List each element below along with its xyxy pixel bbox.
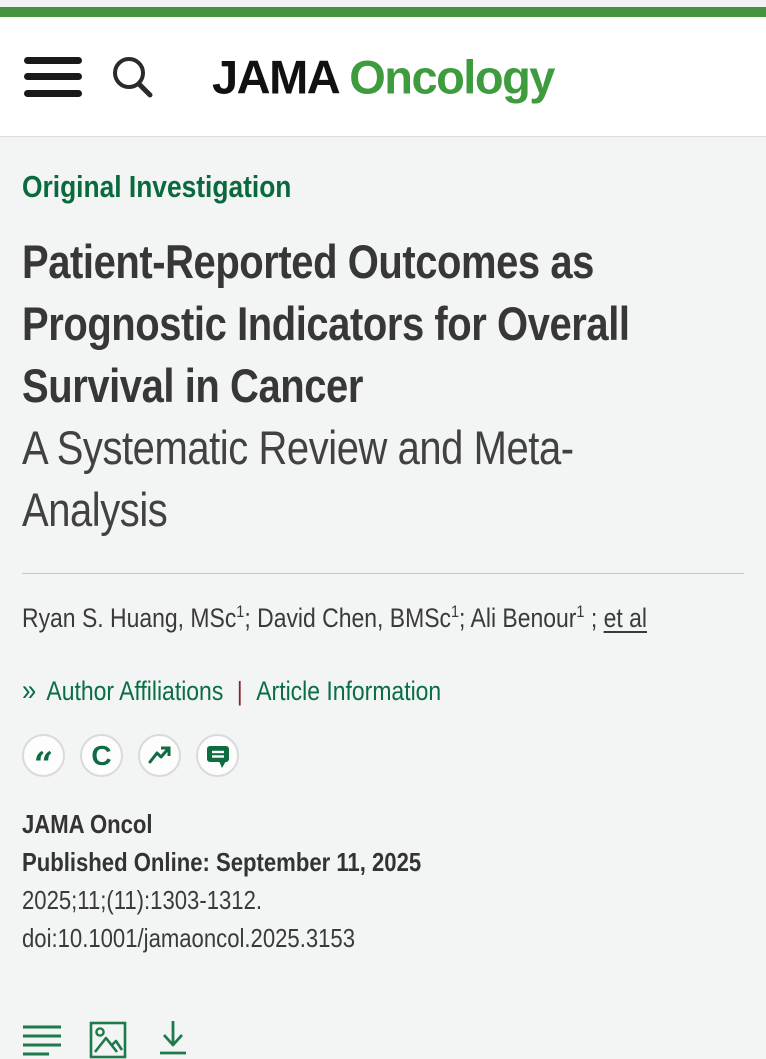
trending-arrow-icon xyxy=(148,746,170,763)
double-chevron-icon: » xyxy=(22,674,37,707)
figures-button[interactable] xyxy=(89,1021,127,1059)
et-al-link[interactable]: et al xyxy=(603,603,648,633)
article-view-toolbar xyxy=(22,1019,744,1059)
divider xyxy=(22,573,744,574)
site-header: JAMA Oncology xyxy=(0,17,766,137)
journal-logo-primary: JAMA xyxy=(212,50,341,103)
article-subtitle-line: A Systematic Review and Meta- xyxy=(22,421,574,474)
quote-button[interactable]: “ xyxy=(22,734,65,782)
hamburger-icon xyxy=(24,56,82,64)
article-tools-row: “ C xyxy=(22,734,744,782)
download-button[interactable] xyxy=(154,1019,192,1059)
comment-icon xyxy=(206,745,229,768)
hamburger-icon xyxy=(24,73,82,80)
search-button[interactable] xyxy=(108,53,156,101)
hamburger-icon xyxy=(24,89,82,97)
article-title-line: Survival in Cancer xyxy=(22,359,363,412)
journal-abbreviation: JAMA Oncol xyxy=(22,809,153,839)
article-links-row: » Author Affiliations | Article Informat… xyxy=(22,674,636,708)
comments-button[interactable] xyxy=(196,734,239,777)
altmetric-button[interactable] xyxy=(138,734,181,777)
links-pipe-separator: | xyxy=(236,675,243,706)
citation-block: JAMA Oncol Published Online: September 1… xyxy=(22,805,744,957)
page-top-strip xyxy=(0,0,766,7)
author-separator: ; xyxy=(459,603,471,633)
text-lines-icon xyxy=(23,1025,61,1056)
journal-logo-secondary: Oncology xyxy=(349,50,555,103)
author-affiliations-link[interactable]: Author Affiliations xyxy=(46,675,224,706)
author-name: David Chen, BMSc xyxy=(257,603,451,633)
citations-button[interactable]: C xyxy=(80,734,123,777)
article-title-line: Prognostic Indicators for Overall xyxy=(22,297,630,350)
article-information-link[interactable]: Article Information xyxy=(256,675,442,706)
article-title-line: Patient-Reported Outcomes as xyxy=(22,235,594,288)
doi: doi:10.1001/jamaoncol.2025.3153 xyxy=(22,923,356,953)
author-separator: ; xyxy=(584,603,604,633)
search-icon xyxy=(113,56,153,97)
full-text-button[interactable] xyxy=(22,1023,62,1059)
article-type-label[interactable]: Original Investigation xyxy=(22,169,292,204)
author-affiliation-superscript: 1 xyxy=(236,602,245,621)
brand-green-bar xyxy=(0,7,766,17)
author-name: Ali Benour xyxy=(470,603,577,633)
article-title: Patient-Reported Outcomes as Prognostic … xyxy=(22,231,744,541)
menu-button[interactable] xyxy=(24,56,82,97)
author-separator: ; xyxy=(244,603,258,633)
published-online-date: Published Online: September 11, 2025 xyxy=(22,847,422,877)
author-affiliation-superscript: 1 xyxy=(450,602,460,621)
article-header-section: Original Investigation Patient-Reported … xyxy=(0,137,766,1059)
author-list: Ryan S. Huang, MSc1; David Chen, BMSc1; … xyxy=(22,598,647,638)
journal-logo[interactable]: JAMA Oncology xyxy=(212,49,555,104)
figure-image-icon xyxy=(89,1021,127,1059)
author-name: Ryan S. Huang, MSc xyxy=(22,603,237,633)
download-icon xyxy=(160,1021,186,1055)
article-subtitle-line: Analysis xyxy=(22,483,168,536)
author-affiliation-superscript: 1 xyxy=(576,602,585,621)
volume-pages: 2025;11;(11):1303-1312. xyxy=(22,885,263,915)
citation-c-icon: C xyxy=(91,739,112,771)
